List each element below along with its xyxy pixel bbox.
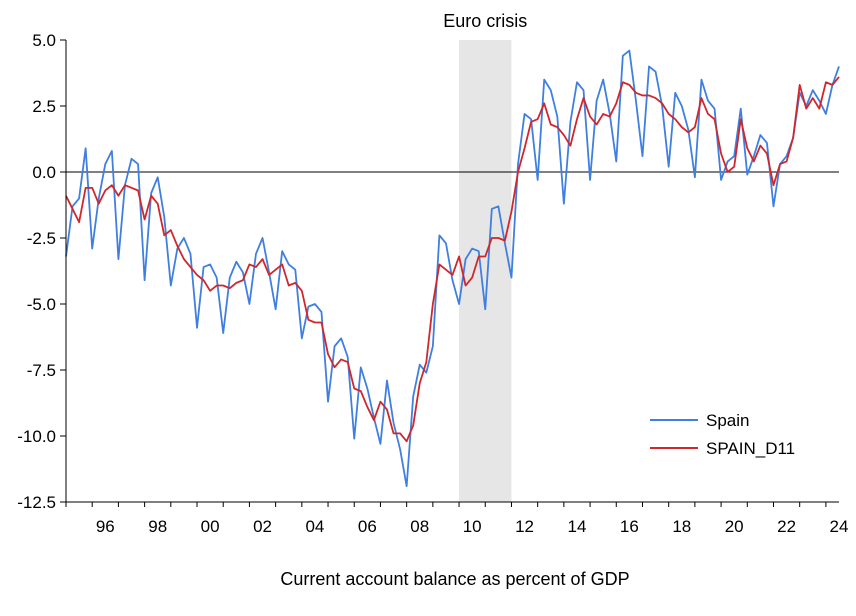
y-tick-label: -2.5: [27, 229, 56, 248]
series-line-spain-d11: [65, 76, 840, 443]
y-tick-label: -7.5: [27, 361, 56, 380]
chart-caption: Current account balance as percent of GD…: [280, 569, 629, 589]
x-tick-label: 08: [410, 517, 429, 536]
x-tick-label: 18: [672, 517, 691, 536]
x-tick-label: 10: [463, 517, 482, 536]
y-tick-label: -10.0: [17, 427, 56, 446]
x-tick-label: 12: [515, 517, 534, 536]
x-tick-label: 02: [253, 517, 272, 536]
x-tick-label: 24: [830, 517, 849, 536]
x-tick-label: 16: [620, 517, 639, 536]
y-tick-label: 0.0: [32, 163, 56, 182]
euro-crisis-label: Euro crisis: [443, 11, 527, 31]
x-tick-label: 22: [777, 517, 796, 536]
x-tick-label: 20: [725, 517, 744, 536]
x-tick-label: 14: [568, 517, 587, 536]
x-tick-label: 00: [201, 517, 220, 536]
x-tick-label: 96: [96, 517, 115, 536]
x-tick-label: 98: [148, 517, 167, 536]
series-line-spain: [65, 49, 840, 488]
y-tick-label: 2.5: [32, 97, 56, 116]
x-tick-label: 04: [305, 517, 324, 536]
y-tick-label: 5.0: [32, 31, 56, 50]
euro-crisis-shading-layer: [459, 40, 512, 502]
legend-label: SPAIN_D11: [706, 439, 795, 458]
y-tick-label: -5.0: [27, 295, 56, 314]
x-tick-label: 06: [358, 517, 377, 536]
euro-crisis-band: [459, 40, 512, 502]
series-layer: [65, 49, 840, 488]
legend: Spain SPAIN_D11: [650, 411, 795, 458]
axis-layer: 5.0 2.5 0.0 -2.5 -5.0 -7.5 -10.0 -12.5 96 98 00 02 0…: [17, 31, 848, 536]
legend-label: Spain: [706, 411, 749, 430]
y-tick-label: -12.5: [17, 493, 56, 512]
